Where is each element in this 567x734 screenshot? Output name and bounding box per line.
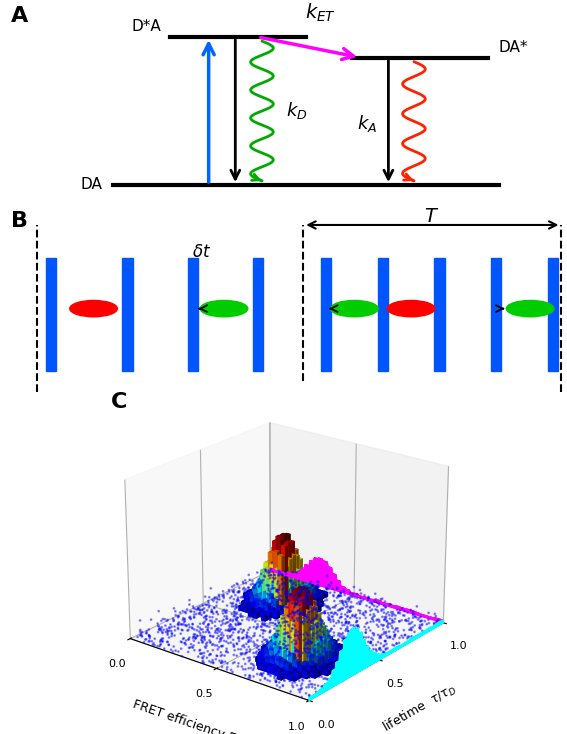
Text: $T$: $T$ xyxy=(425,208,439,227)
Bar xyxy=(46,258,56,371)
Bar xyxy=(188,258,198,371)
Text: B: B xyxy=(11,211,28,231)
Text: C: C xyxy=(111,392,127,413)
Text: $k_{ET}$: $k_{ET}$ xyxy=(305,2,336,24)
Bar xyxy=(378,258,388,371)
Circle shape xyxy=(331,300,378,317)
Circle shape xyxy=(200,300,248,317)
Bar xyxy=(321,258,331,371)
Text: $k_D$: $k_D$ xyxy=(286,101,308,122)
Text: DA*: DA* xyxy=(499,40,528,55)
Text: $k_A$: $k_A$ xyxy=(357,113,377,134)
Text: DA: DA xyxy=(80,178,102,192)
Bar xyxy=(122,258,133,371)
Circle shape xyxy=(387,300,435,317)
Bar xyxy=(491,258,501,371)
Circle shape xyxy=(506,300,554,317)
X-axis label: FRET efficiency E: FRET efficiency E xyxy=(130,697,237,734)
Text: D*A: D*A xyxy=(132,19,162,34)
Bar xyxy=(434,258,445,371)
Circle shape xyxy=(70,300,117,317)
Text: A: A xyxy=(11,6,28,26)
Bar xyxy=(253,258,263,371)
Bar xyxy=(548,258,558,371)
Text: $\delta t$: $\delta t$ xyxy=(192,243,211,261)
Y-axis label: lifetime  $\tau/\tau_D$: lifetime $\tau/\tau_D$ xyxy=(380,680,460,734)
